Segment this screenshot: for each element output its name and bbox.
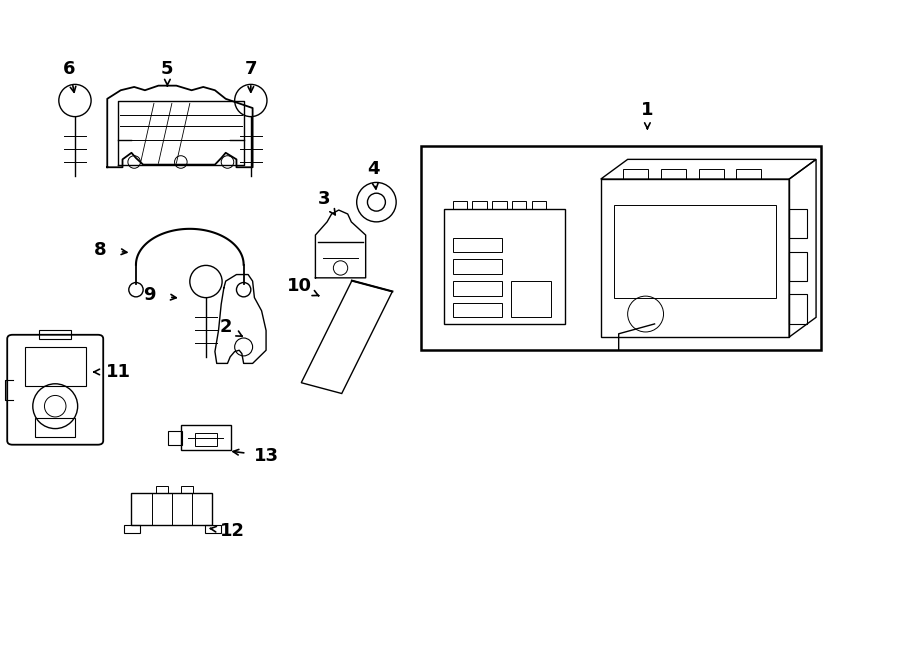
Bar: [444, 209, 565, 324]
Ellipse shape: [190, 265, 222, 297]
Bar: [511, 281, 552, 317]
Bar: [453, 303, 502, 317]
Text: 9: 9: [143, 286, 156, 304]
Text: 11: 11: [105, 363, 130, 381]
Text: 5: 5: [161, 59, 174, 77]
Ellipse shape: [235, 85, 267, 116]
Bar: [789, 209, 807, 239]
Bar: [453, 238, 502, 253]
Bar: [789, 252, 807, 281]
Text: 4: 4: [367, 160, 380, 178]
Bar: [167, 430, 182, 445]
Bar: [181, 486, 194, 493]
Ellipse shape: [58, 85, 91, 116]
Bar: [24, 347, 86, 387]
Text: 3: 3: [318, 190, 330, 208]
Bar: [181, 425, 230, 450]
Bar: [156, 486, 168, 493]
Text: 6: 6: [63, 59, 76, 77]
Bar: [195, 433, 217, 446]
Text: 2: 2: [220, 318, 232, 336]
Bar: [698, 169, 724, 179]
Bar: [453, 201, 467, 209]
Bar: [736, 169, 761, 179]
Bar: [453, 259, 502, 274]
Bar: [532, 201, 546, 209]
Bar: [492, 201, 507, 209]
Ellipse shape: [237, 282, 251, 297]
Bar: [453, 281, 502, 295]
Bar: [421, 146, 821, 350]
Bar: [39, 330, 71, 339]
Text: 12: 12: [220, 522, 246, 540]
Text: 10: 10: [287, 278, 311, 295]
Bar: [614, 206, 776, 297]
Bar: [124, 525, 140, 533]
Bar: [600, 179, 789, 337]
Text: 13: 13: [254, 447, 279, 465]
Bar: [205, 525, 221, 533]
Ellipse shape: [129, 282, 143, 297]
Text: 1: 1: [641, 101, 653, 119]
Bar: [35, 418, 75, 437]
Text: 8: 8: [94, 241, 106, 258]
Bar: [131, 493, 212, 525]
Bar: [623, 169, 648, 179]
Bar: [472, 201, 487, 209]
Text: 7: 7: [245, 59, 257, 77]
Bar: [512, 201, 526, 209]
Bar: [661, 169, 686, 179]
Bar: [789, 294, 807, 324]
